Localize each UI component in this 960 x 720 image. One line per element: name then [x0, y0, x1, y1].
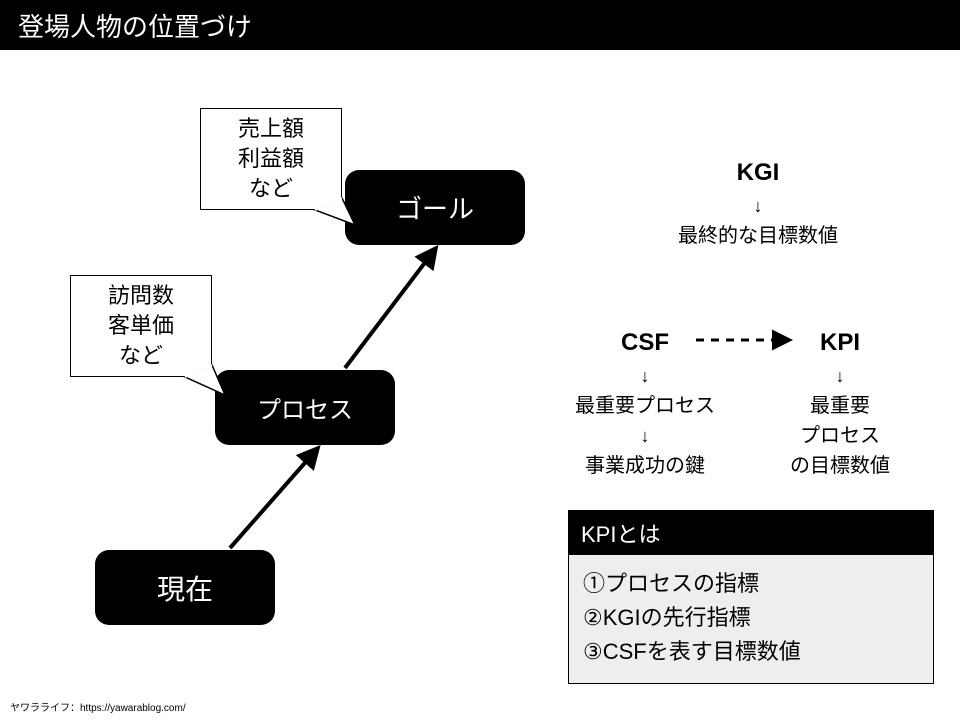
kgi-desc: 最終的な目標数値: [678, 225, 838, 247]
kpi-definition-box: KPIとは ①プロセスの指標 ②KGIの先行指標 ③CSFを表す目標数値: [568, 510, 934, 684]
csf-block: CSF ↓ 最重要プロセス ↓ 事業成功の鍵: [565, 325, 725, 481]
node-goal-label: ゴール: [396, 189, 474, 226]
slide-title: 登場人物の位置づけ: [18, 7, 252, 44]
node-goal: ゴール: [345, 170, 525, 245]
csf-line1: 最重要プロセス: [575, 395, 715, 417]
callout-goal-line2: 利益額: [238, 144, 304, 174]
down-arrow-icon: ↓: [754, 196, 763, 216]
kpi-definition-body: ①プロセスの指標 ②KGIの先行指標 ③CSFを表す目標数値: [569, 555, 933, 681]
kpi-def-item-1: ①プロセスの指標: [583, 567, 919, 601]
kpi-block: KPI ↓ 最重要 プロセス の目標数値: [760, 325, 920, 481]
kpi-line3: の目標数値: [790, 455, 890, 477]
csf-title: CSF: [621, 329, 669, 356]
slide-title-bar: 登場人物の位置づけ: [0, 0, 960, 50]
down-arrow-icon: ↓: [641, 426, 650, 446]
kpi-def-item-2: ②KGIの先行指標: [583, 601, 919, 635]
callout-goal-line1: 売上額: [238, 114, 304, 144]
node-process-label: プロセス: [257, 390, 353, 425]
kgi-block: KGI ↓ 最終的な目標数値: [668, 155, 848, 251]
node-current: 現在: [95, 550, 275, 625]
csf-line2: 事業成功の鍵: [585, 455, 705, 477]
callout-process: 訪問数 客単価 など: [70, 275, 212, 377]
callout-goal-line3: など: [238, 174, 304, 204]
callout-process-line3: など: [108, 341, 174, 371]
footer-credit: ヤワラライフ：https://yawarablog.com/: [10, 699, 186, 714]
kpi-line2: プロセス: [800, 425, 880, 447]
node-current-label: 現在: [157, 568, 213, 608]
callout-process-line2: 客単価: [108, 311, 174, 341]
kpi-definition-title: KPIとは: [569, 511, 933, 555]
kpi-def-item-3: ③CSFを表す目標数値: [583, 635, 919, 669]
kpi-line1: 最重要: [810, 395, 870, 417]
diagram-stage: 現在 プロセス ゴール 売上額 利益額 など 訪問数 客単価 など KGI ↓ …: [0, 50, 960, 670]
down-arrow-icon: ↓: [836, 366, 845, 386]
kpi-title: KPI: [820, 329, 860, 356]
down-arrow-icon: ↓: [641, 366, 650, 386]
kgi-title: KGI: [737, 159, 780, 186]
callout-process-line1: 訪問数: [108, 281, 174, 311]
callout-goal: 売上額 利益額 など: [200, 108, 342, 210]
node-process: プロセス: [215, 370, 395, 445]
